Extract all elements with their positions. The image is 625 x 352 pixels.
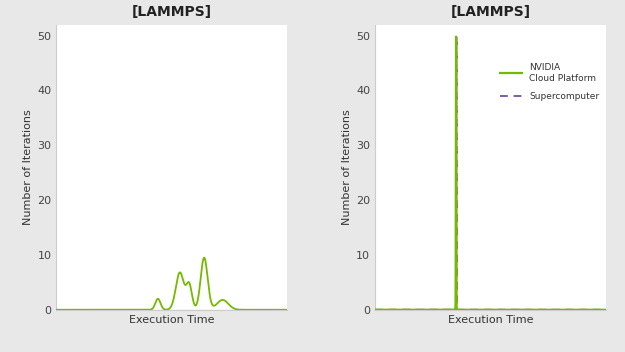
NVIDIA
Cloud Platform: [544, 308, 551, 312]
Y-axis label: Number of Iterations: Number of Iterations: [23, 109, 33, 225]
Supercomputer: [544, 308, 551, 312]
Supercomputer: [510, 308, 518, 312]
Supercomputer: [371, 308, 379, 312]
Title: TRADITIONAL CLOUD
[LAMMPS]: TRADITIONAL CLOUD [LAMMPS]: [90, 0, 254, 19]
Supercomputer: [522, 308, 529, 312]
NVIDIA
Cloud Platform: [522, 308, 529, 312]
NVIDIA
Cloud Platform: [510, 308, 518, 312]
Title: HPC ON CLOUD-NATIVE SUPERCOMPUTER
[LAMMPS]: HPC ON CLOUD-NATIVE SUPERCOMPUTER [LAMMP…: [328, 0, 625, 19]
Legend: NVIDIA
Cloud Platform, Supercomputer: NVIDIA Cloud Platform, Supercomputer: [499, 63, 599, 101]
Line: Supercomputer: Supercomputer: [375, 37, 606, 310]
Supercomputer: [561, 308, 569, 312]
X-axis label: Execution Time: Execution Time: [129, 315, 214, 325]
Line: NVIDIA
Cloud Platform: NVIDIA Cloud Platform: [375, 37, 606, 310]
Supercomputer: [460, 308, 468, 312]
NVIDIA
Cloud Platform: [460, 308, 468, 312]
NVIDIA
Cloud Platform: [602, 308, 610, 312]
NVIDIA
Cloud Platform: [413, 308, 421, 312]
X-axis label: Execution Time: Execution Time: [448, 315, 534, 325]
Y-axis label: Number of Iterations: Number of Iterations: [342, 109, 352, 225]
NVIDIA
Cloud Platform: [452, 34, 460, 39]
NVIDIA
Cloud Platform: [561, 308, 569, 312]
Supercomputer: [413, 308, 421, 312]
Supercomputer: [602, 308, 610, 312]
Supercomputer: [452, 34, 460, 39]
NVIDIA
Cloud Platform: [371, 308, 379, 312]
